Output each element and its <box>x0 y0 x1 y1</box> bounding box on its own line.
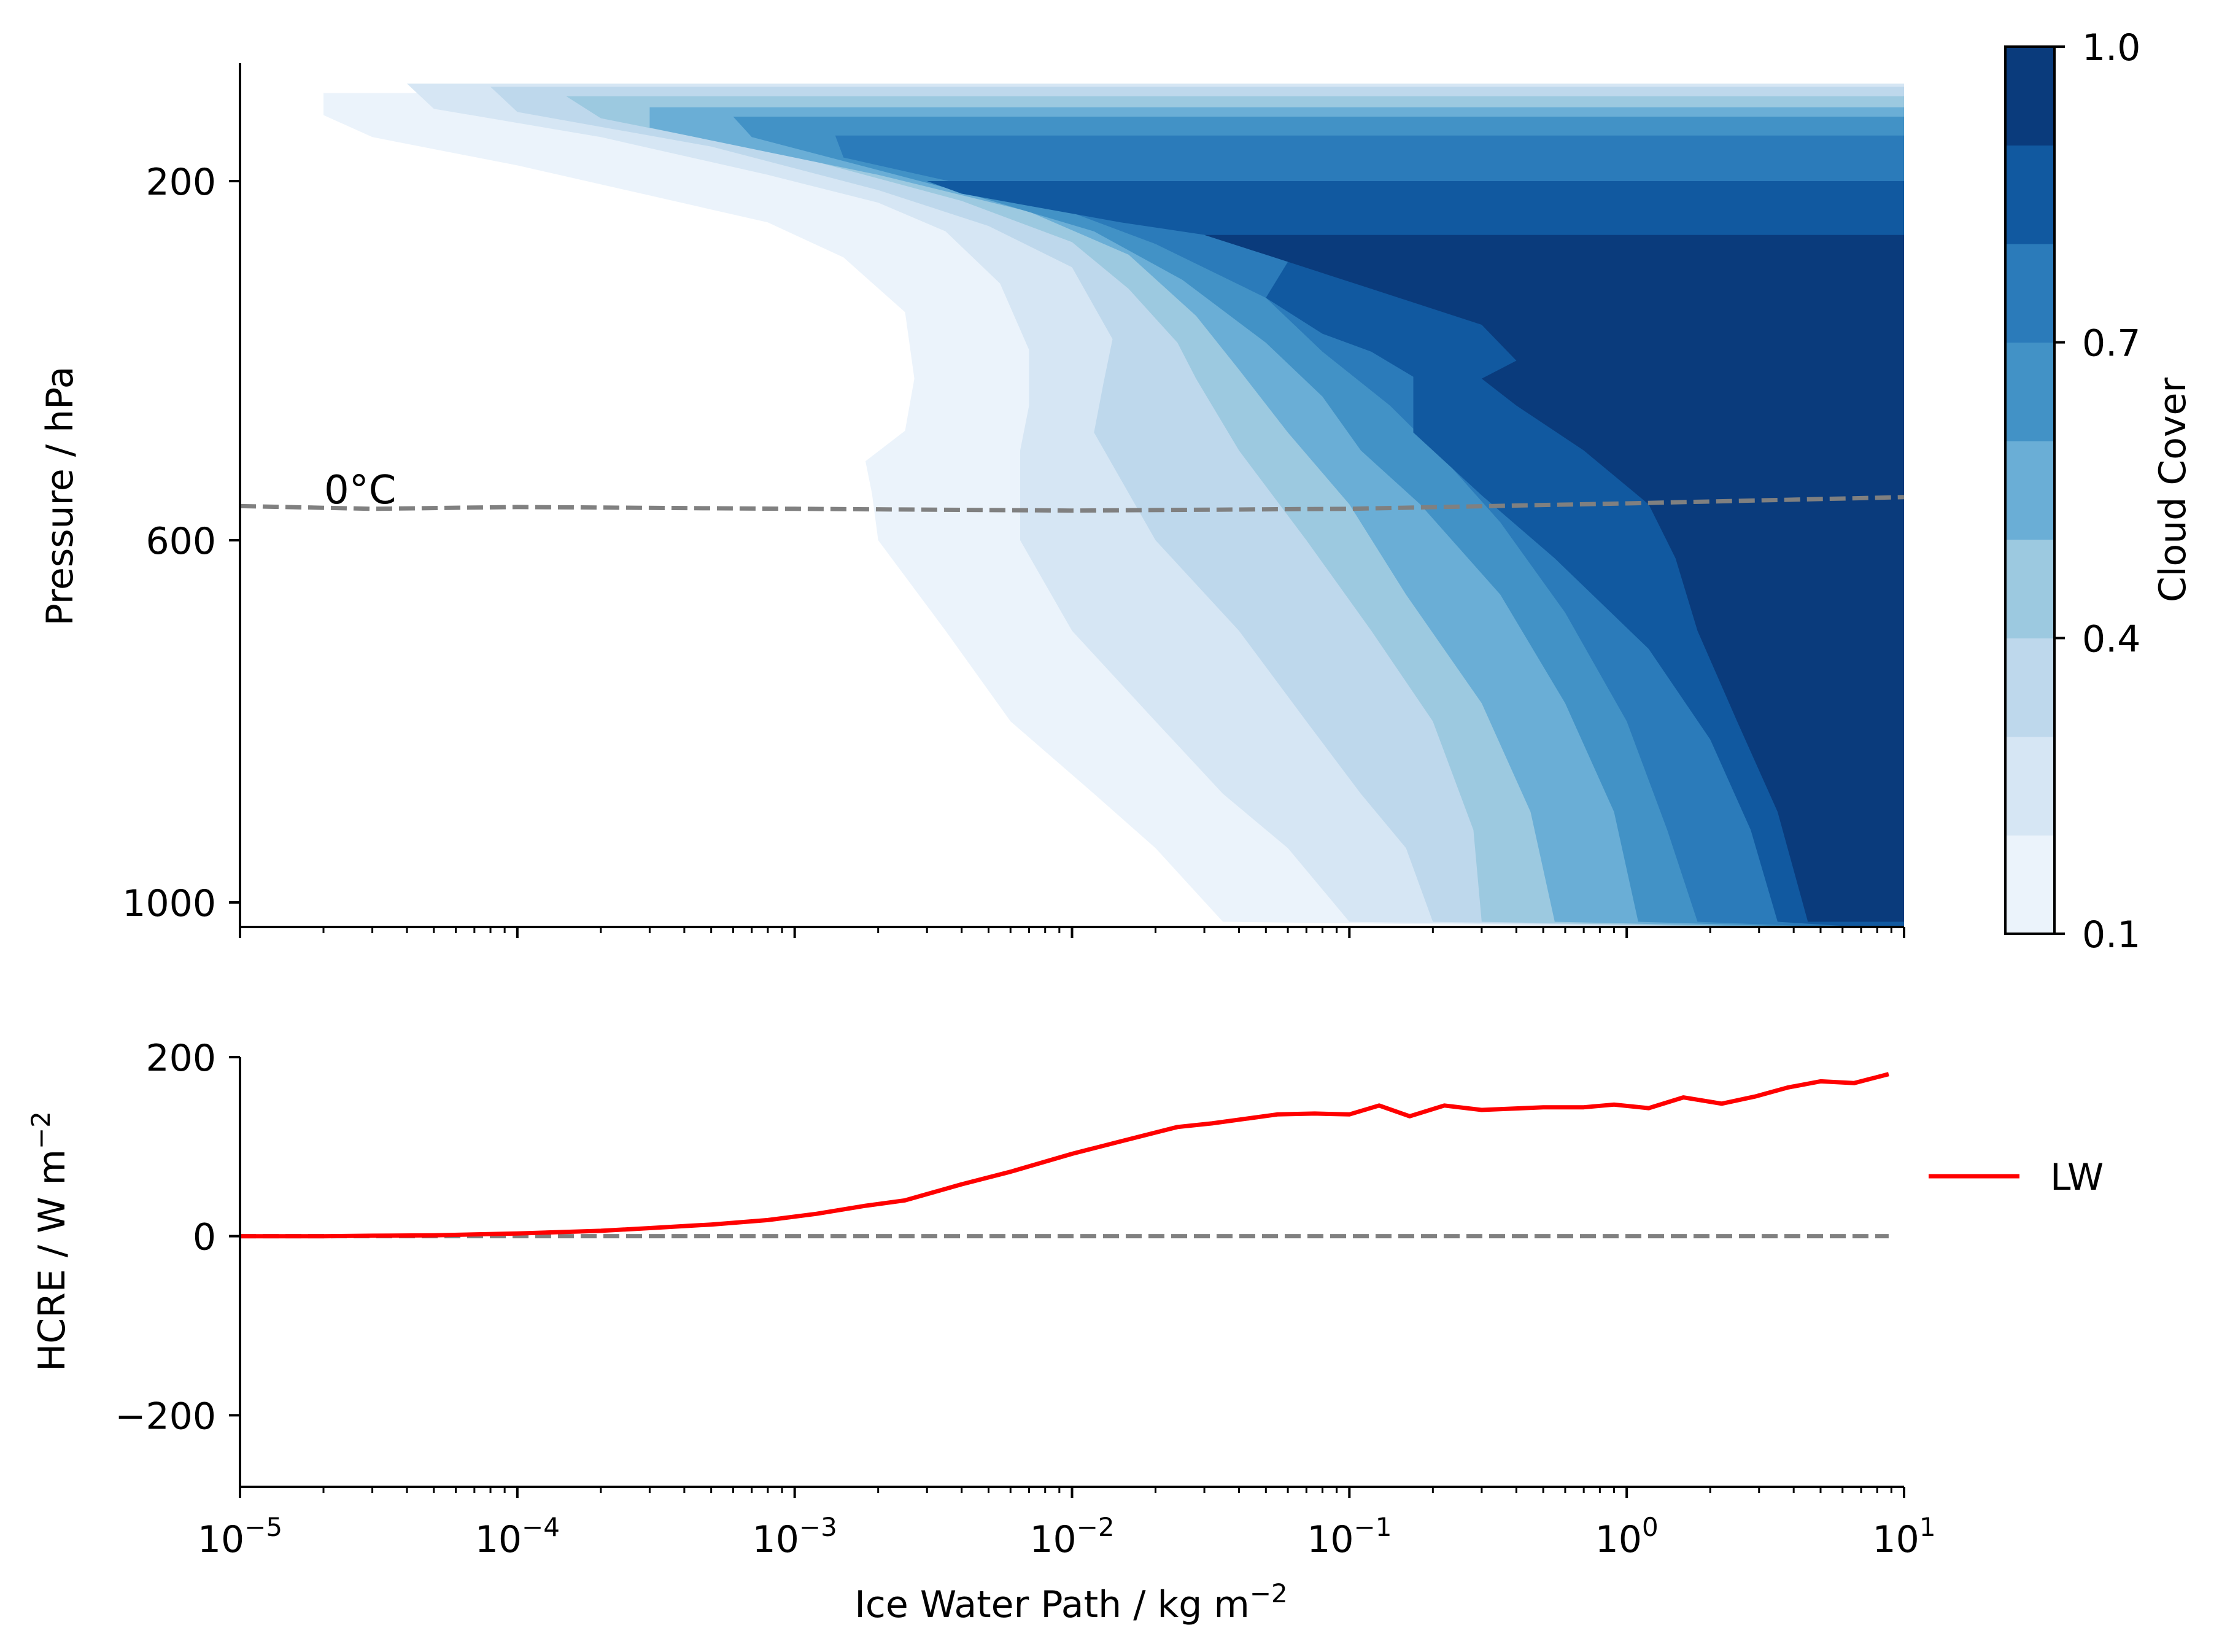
top-x-ticks <box>239 927 1905 938</box>
bottom-x-tick-label: 10−3 <box>753 1512 837 1561</box>
tick-exponent: −4 <box>522 1512 560 1542</box>
top-y-tick-label: 1000 <box>122 882 216 925</box>
colorbar-swatch-0.5 <box>2005 441 2054 540</box>
colorbar-label: Cloud Cover <box>2151 378 2194 602</box>
legend: LW <box>1929 1156 2104 1199</box>
colorbar-tick-label: 1.0 <box>2082 26 2140 69</box>
bottom-y-ticks: 200 0 −200 <box>115 1037 240 1438</box>
bottom-x-ticks: 10−5 10−4 10−3 10−2 10−1 100 101 <box>198 1487 1936 1561</box>
cloud-cover-panel: 0°C 200 600 1000 Pressure / hPa <box>39 63 1905 938</box>
tick-exponent: −3 <box>799 1512 837 1542</box>
tick-base: 10 <box>1872 1518 1919 1561</box>
colorbar-swatch-0.7 <box>2005 244 2054 343</box>
top-y-axis-label: Pressure / hPa <box>39 366 82 626</box>
bottom-y-tick-label: 200 <box>145 1037 216 1080</box>
colorbar-frame <box>2004 45 2056 935</box>
bottom-x-axis-label: Ice Water Path / kg m−2 <box>854 1578 1288 1626</box>
freezing-level-line <box>239 495 1905 513</box>
top-y-ticks: 200 600 1000 <box>122 161 240 925</box>
tick-exponent: 0 <box>1642 1512 1659 1542</box>
colorbar-tick-label: 0.4 <box>2082 618 2140 661</box>
colorbar-swatch-0.8 <box>2005 145 2054 244</box>
bottom-y-axis-label-exp: −2 <box>26 1111 56 1149</box>
tick-base: 10 <box>753 1518 799 1561</box>
legend-lw-label: LW <box>2050 1156 2104 1199</box>
bottom-x-tick-label: 100 <box>1595 1512 1659 1561</box>
colorbar-swatch-0.4 <box>2005 539 2054 638</box>
bottom-y-tick-label: 0 <box>193 1216 216 1259</box>
colorbar: 0.1 0.4 0.7 1.0 Cloud Cover <box>2004 26 2194 956</box>
colorbar-swatch-0.3 <box>2005 638 2054 737</box>
tick-base: 10 <box>1307 1518 1353 1561</box>
bottom-axes <box>239 1057 1904 1488</box>
top-y-tick-label: 600 <box>145 520 216 563</box>
top-y-tick-label: 200 <box>145 161 216 204</box>
x-axis-label-text: Ice Water Path / kg m <box>854 1583 1250 1626</box>
freezing-level-label: 0°C <box>324 468 396 513</box>
x-axis-label-exp: −2 <box>1250 1578 1288 1608</box>
colorbar-swatches <box>2005 47 2054 934</box>
tick-base: 10 <box>475 1518 522 1561</box>
colorbar-tick-label: 0.1 <box>2082 913 2140 956</box>
bottom-y-tick-label: −200 <box>115 1395 216 1438</box>
colorbar-swatch-0.1 <box>2005 835 2054 934</box>
bottom-x-tick-label: 10−2 <box>1029 1512 1114 1561</box>
bottom-x-tick-label: 101 <box>1872 1512 1935 1561</box>
bottom-x-tick-label: 10−5 <box>198 1512 282 1561</box>
tick-base: 10 <box>1595 1518 1642 1561</box>
bottom-y-axis-label: HCRE / W m−2 <box>26 1111 74 1371</box>
colorbar-swatch-0.9 <box>2005 47 2054 146</box>
colorbar-swatch-0.2 <box>2005 736 2054 836</box>
tick-base: 10 <box>198 1518 244 1561</box>
lw-series-line <box>240 1072 1889 1239</box>
bottom-y-axis-label-text: HCRE / W m <box>31 1149 74 1371</box>
cloud-contour-level-0.9 <box>1204 235 1904 922</box>
colorbar-tick-label: 0.7 <box>2082 322 2140 365</box>
bottom-x-tick-label: 10−4 <box>475 1512 560 1561</box>
tick-exponent: −2 <box>1077 1512 1115 1542</box>
colorbar-ticks: 0.1 0.4 0.7 1.0 <box>2054 26 2140 956</box>
cloud-cover-contours <box>323 83 1904 927</box>
tick-exponent: −5 <box>244 1512 282 1542</box>
tick-base: 10 <box>1029 1518 1076 1561</box>
tick-exponent: −1 <box>1354 1512 1392 1542</box>
colorbar-swatch-0.6 <box>2005 342 2054 441</box>
bottom-x-tick-label: 10−1 <box>1307 1512 1392 1561</box>
tick-exponent: 1 <box>1919 1512 1936 1542</box>
